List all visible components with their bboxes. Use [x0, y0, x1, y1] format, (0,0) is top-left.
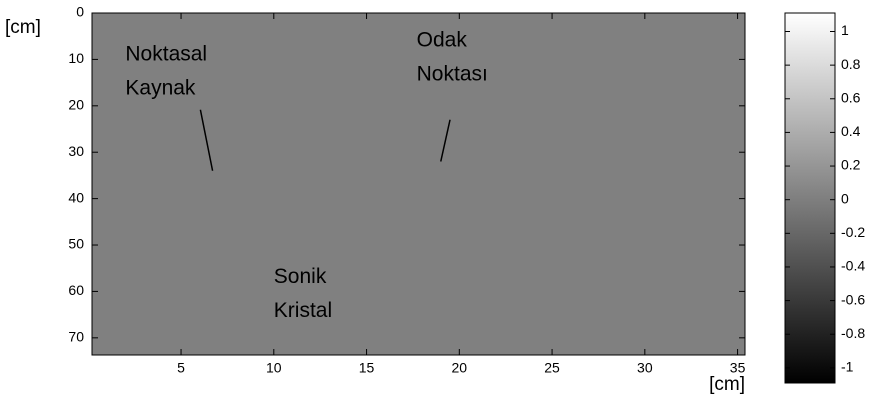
- x-tick-label: 20: [452, 360, 468, 376]
- annotation-pointer: [199, 109, 214, 171]
- colorbar-tick-label: 0.6: [841, 89, 861, 105]
- annotation-pointer: [440, 119, 451, 162]
- colorbar-tick-label: 1: [841, 22, 849, 38]
- annotation: Noktası: [417, 62, 488, 85]
- x-tick-label: 15: [359, 360, 375, 376]
- annotation: Odak: [417, 28, 468, 51]
- y-tick-label: 0: [76, 4, 84, 20]
- y-tick-label: 20: [68, 97, 84, 113]
- colorbar-tick-label: 0.2: [841, 157, 861, 173]
- x-tick-label: 35: [730, 360, 746, 376]
- colorbar-tick-label: -0.8: [841, 325, 865, 341]
- x-tick-label: 10: [266, 360, 282, 376]
- annotation: Noktasal: [125, 42, 207, 65]
- annotation: Sonik: [274, 265, 327, 288]
- y-tick-label: 10: [68, 50, 84, 66]
- y-tick-label: 60: [68, 282, 84, 298]
- x-tick-label: 25: [544, 360, 560, 376]
- annotation: Kristal: [274, 299, 332, 322]
- y-tick-label: 30: [68, 143, 84, 159]
- colorbar-tick-label: -0.2: [841, 224, 865, 240]
- colorbar-tick-label: -0.6: [841, 291, 865, 307]
- colorbar-tick-label: -1: [841, 359, 854, 375]
- colorbar-tick-label: 0: [841, 190, 849, 206]
- colorbar-tick-label: -0.4: [841, 258, 865, 274]
- x-axis-label: [cm]: [709, 374, 745, 395]
- x-tick-label: 5: [177, 360, 185, 376]
- colorbar-tick-label: 0.8: [841, 56, 861, 72]
- colorbar: [784, 12, 836, 384]
- y-axis-label: [cm]: [5, 17, 41, 38]
- x-tick-label: 30: [637, 360, 653, 376]
- y-tick-label: 40: [68, 189, 84, 205]
- y-tick-label: 50: [68, 236, 84, 252]
- colorbar-tick-label: 0.4: [841, 123, 861, 139]
- plot-area: [91, 12, 746, 356]
- annotation: Kaynak: [125, 76, 196, 99]
- y-tick-label: 70: [68, 329, 84, 345]
